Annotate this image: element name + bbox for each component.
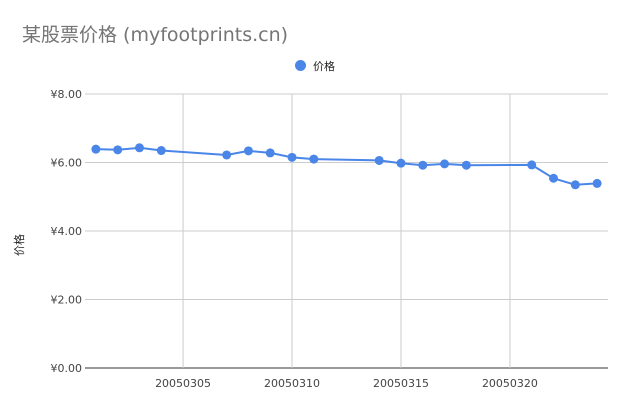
data-point (527, 160, 537, 170)
y-tick-label: ¥0.00 (51, 362, 83, 375)
data-point (374, 155, 384, 165)
data-point (396, 158, 406, 168)
data-point (309, 154, 319, 164)
data-point (549, 173, 559, 183)
y-tick-label: ¥2.00 (51, 294, 83, 307)
data-point (91, 144, 101, 154)
data-point (440, 159, 450, 169)
legend: 价格 (0, 58, 630, 74)
data-point (265, 148, 275, 158)
data-point (243, 146, 253, 156)
data-point (134, 143, 144, 153)
data-point (570, 180, 580, 190)
y-tick-label: ¥6.00 (51, 157, 83, 170)
x-tick-label: 20050320 (482, 377, 538, 390)
legend-marker (295, 60, 306, 71)
data-point (222, 150, 232, 160)
series-line (95, 146, 598, 186)
data-point (418, 160, 428, 170)
y-tick-label: ¥4.00 (51, 225, 83, 238)
legend-label: 价格 (313, 60, 335, 73)
y-tick-label: ¥8.00 (51, 88, 83, 101)
data-point (113, 145, 123, 155)
data-point (156, 146, 166, 156)
x-tick-label: 20050310 (264, 377, 320, 390)
x-tick-label: 20050305 (155, 377, 211, 390)
data-point (592, 178, 602, 188)
x-tick-label: 20050315 (373, 377, 429, 390)
data-point (287, 152, 297, 162)
data-point (461, 160, 471, 170)
chart-title: 某股票价格 (myfootprints.cn) (22, 24, 289, 46)
